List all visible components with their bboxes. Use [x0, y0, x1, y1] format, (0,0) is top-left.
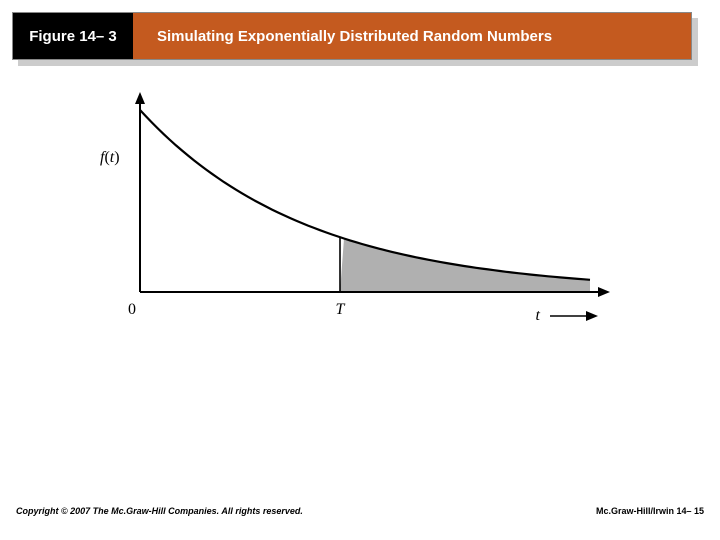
figure-number-box: Figure 14– 3	[13, 13, 133, 59]
title-bar: Figure 14– 3 Simulating Exponentially Di…	[12, 12, 692, 60]
y-axis-label: f(t)	[100, 149, 120, 166]
page-ref-text: Mc.Graw-Hill/Irwin 14– 15	[596, 506, 704, 516]
exponential-chart: f(t) 0 Tt	[80, 82, 640, 342]
x-axis-label: t	[536, 307, 541, 324]
figure-number-label: Figure 14– 3	[29, 28, 117, 45]
t-marker-label: T	[336, 301, 346, 318]
arrow-head-icon	[135, 92, 145, 104]
copyright-text: Copyright © 2007 The Mc.Graw-Hill Compan…	[16, 506, 303, 516]
figure-title-label: Simulating Exponentially Distributed Ran…	[157, 28, 552, 45]
arrow-head-icon	[598, 287, 610, 297]
origin-label: 0	[128, 301, 136, 318]
figure-title-box: Simulating Exponentially Distributed Ran…	[133, 13, 691, 59]
chart-area: f(t) 0 Tt	[80, 82, 640, 342]
arrow-head-icon	[586, 311, 598, 321]
